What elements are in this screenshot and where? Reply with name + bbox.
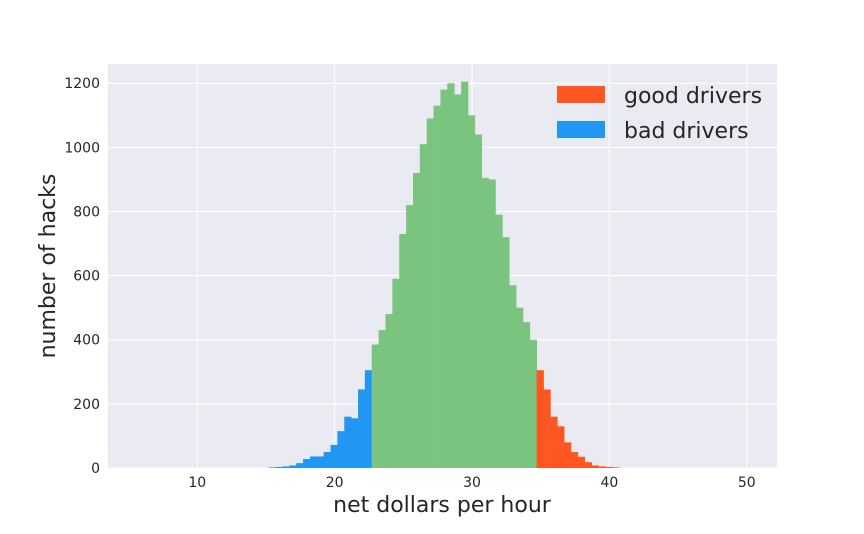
- histogram-bar: [344, 416, 352, 468]
- histogram-bar: [433, 105, 441, 469]
- histogram-bar: [495, 214, 503, 468]
- histogram-bar: [282, 466, 290, 468]
- legend: good drivers bad drivers: [557, 84, 762, 144]
- x-tick-label: 20: [326, 475, 344, 491]
- histogram-bar: [536, 370, 544, 468]
- histogram-bar: [577, 456, 586, 468]
- x-tick-label: 40: [600, 475, 618, 491]
- histogram-bar: [557, 426, 565, 468]
- y-axis-label: number of hacks: [36, 174, 61, 359]
- histogram-bar: [303, 459, 311, 468]
- y-tick-label: 0: [91, 461, 100, 477]
- legend-swatch: [557, 121, 605, 138]
- histogram-bar: [467, 115, 476, 469]
- histogram-bar: [454, 94, 462, 469]
- histogram-bar: [440, 89, 448, 469]
- x-tick-label: 50: [738, 475, 756, 491]
- histogram-bar: [289, 465, 297, 468]
- histogram-bar: [371, 344, 380, 468]
- histogram-bar: [337, 431, 345, 468]
- histogram-bar: [564, 442, 572, 468]
- histogram-bars: [268, 81, 620, 469]
- histogram-bar: [522, 322, 531, 468]
- histogram-bar: [268, 467, 276, 468]
- y-tick-label: 200: [73, 397, 100, 413]
- histogram-bar: [412, 173, 421, 468]
- histogram-bar: [584, 462, 592, 468]
- histogram-bar: [309, 456, 318, 468]
- histogram-bar: [481, 177, 489, 468]
- histogram-bar: [296, 463, 304, 468]
- histogram-bar: [515, 307, 524, 468]
- histogram-bar: [316, 456, 325, 468]
- histogram-bar: [399, 233, 407, 468]
- x-tick-label: 10: [188, 475, 206, 491]
- y-tick-label: 800: [73, 204, 100, 220]
- histogram-bar: [406, 205, 414, 468]
- histogram-bar: [605, 467, 613, 468]
- histogram-bar: [447, 83, 455, 469]
- histogram-bar: [474, 134, 483, 469]
- y-tick-labels: 0 200 400 600 800 1000 1200: [64, 76, 100, 477]
- histogram-bar: [392, 278, 400, 468]
- x-axis-label: net dollars per hour: [333, 493, 552, 518]
- histogram-bar: [385, 314, 393, 468]
- y-tick-label: 1000: [64, 140, 100, 156]
- histogram-bar: [330, 444, 338, 468]
- legend-swatch: [557, 86, 605, 103]
- histogram-bar: [364, 370, 373, 468]
- histogram-bar: [570, 451, 579, 468]
- histogram-bar: [543, 389, 551, 468]
- histogram-bar: [351, 418, 359, 468]
- histogram-bar: [612, 467, 620, 468]
- histogram-bar: [275, 467, 283, 468]
- y-tick-label: 400: [73, 333, 100, 349]
- histogram-bar: [550, 416, 558, 468]
- histogram-bar: [598, 466, 606, 468]
- y-tick-label: 1200: [64, 76, 100, 92]
- histogram-bar: [419, 144, 428, 468]
- histogram-bar: [488, 179, 496, 468]
- histogram-bar: [323, 451, 331, 468]
- x-tick-labels: 10 20 30 40 50: [188, 475, 755, 491]
- legend-label: bad drivers: [624, 119, 749, 144]
- y-tick-label: 600: [73, 269, 100, 285]
- histogram-bar: [461, 81, 469, 468]
- histogram-bar: [529, 339, 537, 468]
- x-tick-label: 30: [463, 475, 481, 491]
- histogram-bar: [591, 465, 599, 468]
- histogram-bar: [426, 118, 434, 468]
- histogram-bar: [378, 330, 386, 468]
- legend-label: good drivers: [624, 84, 762, 109]
- histogram-bar: [502, 237, 510, 468]
- histogram-bar: [358, 389, 366, 468]
- histogram-bar: [509, 285, 517, 468]
